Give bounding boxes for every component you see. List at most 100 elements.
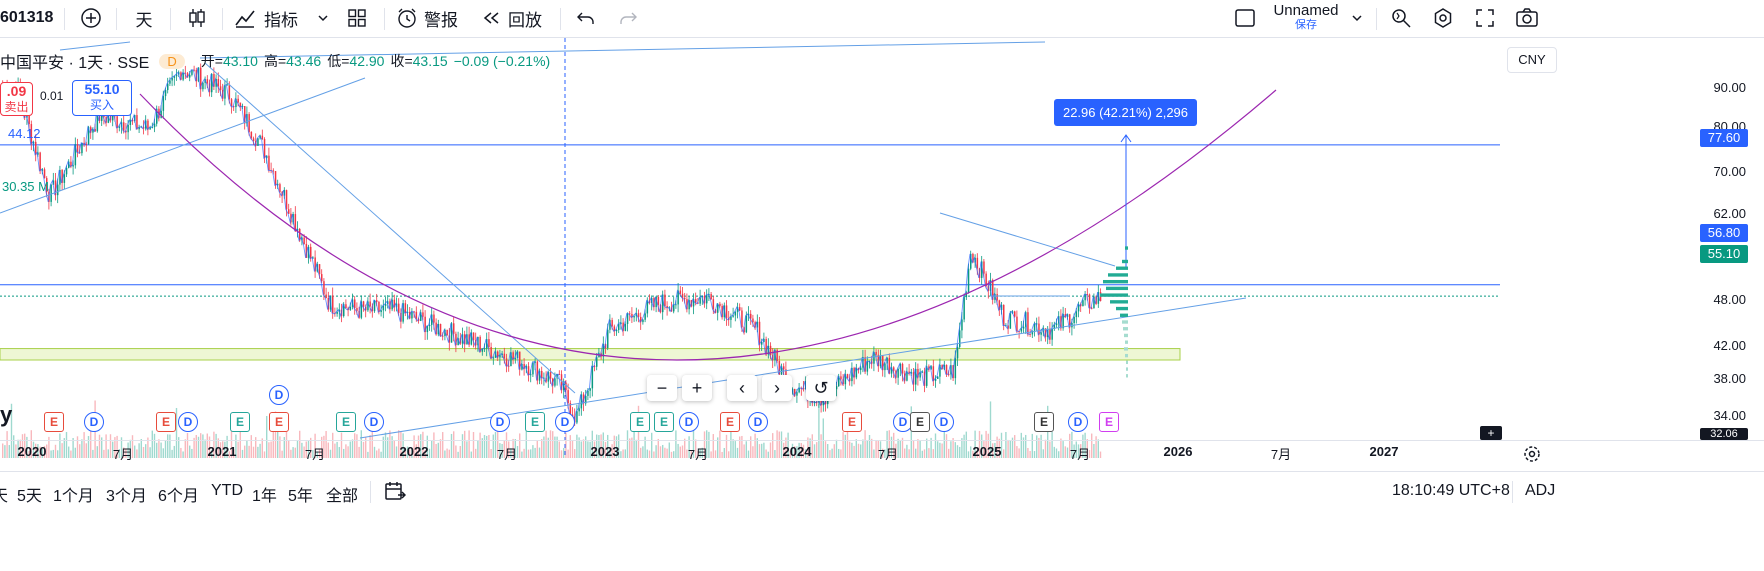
dividend-event-marker[interactable]: D	[1068, 412, 1088, 432]
volume-bar	[717, 437, 719, 458]
earnings-event-marker[interactable]: E	[269, 412, 289, 432]
chart-pane[interactable]	[0, 38, 1764, 458]
volume-profile-bar	[1116, 306, 1128, 311]
replay-button[interactable]: 回放	[482, 0, 550, 36]
layout-grid-icon[interactable]	[344, 0, 370, 36]
volume-bar	[1088, 450, 1091, 458]
range-1m[interactable]: 1个月	[53, 488, 94, 505]
adj-toggle[interactable]: ADJ	[1525, 482, 1556, 499]
camera-icon[interactable]	[1512, 0, 1542, 36]
legend-symbol-title[interactable]: 中国平安 · 1天 · SSE	[0, 55, 150, 72]
sell-button[interactable]: .09 卖出	[0, 82, 33, 116]
scroll-forward-button[interactable]: ›	[762, 375, 792, 401]
volume-bar	[895, 443, 897, 458]
dividend-event-marker[interactable]: D	[269, 385, 289, 405]
earnings-event-marker[interactable]: E	[630, 412, 650, 432]
dividend-event-marker[interactable]: D	[555, 412, 575, 432]
earnings-event-marker[interactable]: E	[156, 412, 176, 432]
volume-bar	[147, 437, 149, 458]
fullscreen-icon[interactable]	[1472, 0, 1498, 36]
volume-bar	[978, 430, 981, 458]
candle-body	[992, 280, 994, 300]
buy-button[interactable]: 55.10 买入	[72, 80, 132, 116]
settings-gear-icon[interactable]	[1430, 0, 1456, 36]
volume-profile-bar	[1125, 353, 1128, 358]
range-3m[interactable]: 3个月	[106, 488, 147, 505]
volume-bar	[63, 438, 65, 458]
volume-bar	[972, 450, 974, 458]
interval-button[interactable]: 天	[135, 10, 153, 30]
split-event-icon[interactable]: y	[0, 402, 13, 427]
volume-bar	[941, 443, 943, 458]
dividend-event-marker[interactable]: D	[679, 412, 699, 432]
layout-name[interactable]: Unnamed 保存	[1266, 0, 1346, 36]
volume-bar	[112, 441, 114, 458]
scroll-back-button[interactable]: ‹	[727, 375, 757, 401]
volume-bar	[596, 434, 598, 458]
zoom-in-button[interactable]: +	[682, 375, 712, 401]
dividend-event-marker[interactable]: D	[84, 412, 104, 432]
range-1d[interactable]: 天	[0, 488, 9, 505]
clock-display[interactable]: 18:10:49 UTC+8	[1392, 482, 1510, 499]
dividend-event-marker[interactable]: D	[364, 412, 384, 432]
volume-bar	[255, 437, 257, 458]
range-6m[interactable]: 6个月	[158, 488, 199, 505]
undo-icon[interactable]	[572, 0, 600, 36]
price-chart[interactable]	[0, 38, 1764, 458]
earnings-event-marker[interactable]: E	[230, 412, 250, 432]
candle-body	[362, 301, 365, 307]
currency-button[interactable]: CNY	[1507, 47, 1557, 73]
earnings-event-marker[interactable]: E	[1099, 412, 1119, 432]
zoom-out-button[interactable]: −	[647, 375, 677, 401]
volume-bar	[730, 431, 732, 458]
volume-bar	[798, 442, 800, 458]
volume-bar	[653, 451, 655, 458]
candle-body	[519, 351, 521, 370]
candle-body	[549, 372, 552, 379]
range-5y[interactable]: 5年	[288, 488, 313, 505]
candle-body	[615, 329, 618, 332]
dividend-event-marker[interactable]: D	[934, 412, 954, 432]
alert-button[interactable]: 警报	[396, 0, 466, 36]
earnings-event-marker[interactable]: E	[336, 412, 356, 432]
volume-label: 30.35 M	[2, 179, 49, 194]
plus-icon[interactable]: +	[1480, 426, 1502, 440]
chevron-down-icon[interactable]	[1346, 0, 1368, 36]
reset-chart-button[interactable]: ↺	[806, 375, 836, 401]
candle-body	[446, 329, 448, 336]
indicators-button[interactable]: 指标	[234, 0, 330, 36]
range-ytd[interactable]: YTD	[211, 482, 243, 499]
volume-bar	[120, 437, 123, 458]
earnings-event-marker[interactable]: E	[525, 412, 545, 432]
time-axis-label: 2021	[207, 444, 237, 459]
quick-search-icon[interactable]	[1388, 0, 1414, 36]
dividend-event-marker[interactable]: D	[748, 412, 768, 432]
layout-square-icon[interactable]	[1232, 0, 1258, 36]
earnings-event-marker[interactable]: E	[720, 412, 740, 432]
dividend-event-marker[interactable]: D	[178, 412, 198, 432]
volume-bar	[728, 451, 730, 458]
range-1y[interactable]: 1年	[252, 488, 277, 505]
earnings-event-marker[interactable]: E	[44, 412, 64, 432]
earnings-event-marker[interactable]: E	[1034, 412, 1054, 432]
candles-icon[interactable]	[182, 0, 212, 36]
earnings-event-marker[interactable]: E	[910, 412, 930, 432]
range-all[interactable]: 全部	[326, 488, 359, 505]
symbol-search[interactable]: 601318	[0, 9, 54, 26]
range-5d[interactable]: 5天	[17, 488, 42, 505]
volume-bar	[336, 441, 338, 458]
volume-bar	[68, 446, 70, 458]
goto-date-icon[interactable]	[384, 480, 407, 507]
candle-body	[233, 106, 235, 108]
axis-settings-gear-icon[interactable]	[1522, 444, 1542, 469]
earnings-event-marker[interactable]: E	[842, 412, 862, 432]
candle-body	[32, 141, 35, 144]
chevron-down-icon[interactable]	[312, 0, 334, 36]
earnings-event-marker[interactable]: E	[654, 412, 674, 432]
dividend-event-marker[interactable]: D	[490, 412, 510, 432]
redo-icon[interactable]	[614, 0, 642, 36]
compare-add-icon[interactable]	[76, 0, 106, 36]
volume-bar	[81, 439, 83, 458]
candle-body	[750, 313, 752, 319]
volume-bar	[776, 430, 778, 458]
